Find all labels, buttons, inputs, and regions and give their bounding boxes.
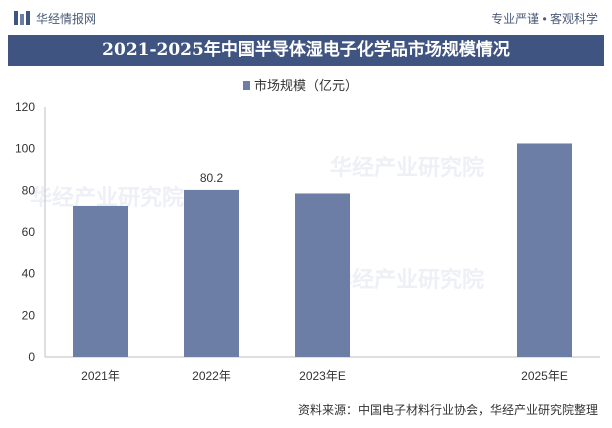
bar (295, 193, 350, 357)
y-tick-label: 0 (28, 350, 35, 364)
data-label: 80.2 (200, 171, 224, 185)
y-tick-label: 100 (15, 142, 35, 156)
bar-chart: 市场规模（亿元） 0 20 40 60 80 100 120 2021年 80.2 2022年 202… (15, 78, 600, 383)
y-tick-label: 20 (22, 308, 36, 322)
legend-label: 市场规模（亿元） (254, 78, 358, 93)
logo-icon (14, 11, 30, 25)
header: 华经情报网 专业严谨 • 客观科学 (0, 0, 612, 34)
legend-swatch (243, 81, 250, 90)
chart-area: 市场规模（亿元） 0 20 40 60 80 100 120 2021年 80.2 2022年 202… (0, 70, 612, 390)
y-tick-label: 40 (22, 267, 36, 281)
brand-name: 华经情报网 (36, 12, 97, 26)
y-tick-label: 80 (22, 183, 36, 197)
bar (184, 189, 239, 357)
bar (73, 205, 128, 357)
source-note: 资料来源：中国电子材料行业协会，华经产业研究院整理 (297, 403, 598, 417)
x-tick-label: 2021年 (81, 369, 120, 383)
x-tick-label: 2025年E (521, 369, 568, 383)
y-tick-label: 60 (22, 225, 36, 239)
chart-title: 2021-2025年中国半导体湿电子化学品市场规模情况 (8, 35, 604, 66)
bar (517, 143, 572, 357)
y-tick-label: 120 (15, 100, 35, 114)
tagline: 专业严谨 • 客观科学 (491, 12, 598, 26)
x-tick-label: 2023年E (299, 369, 346, 383)
x-tick-label: 2022年 (192, 369, 231, 383)
